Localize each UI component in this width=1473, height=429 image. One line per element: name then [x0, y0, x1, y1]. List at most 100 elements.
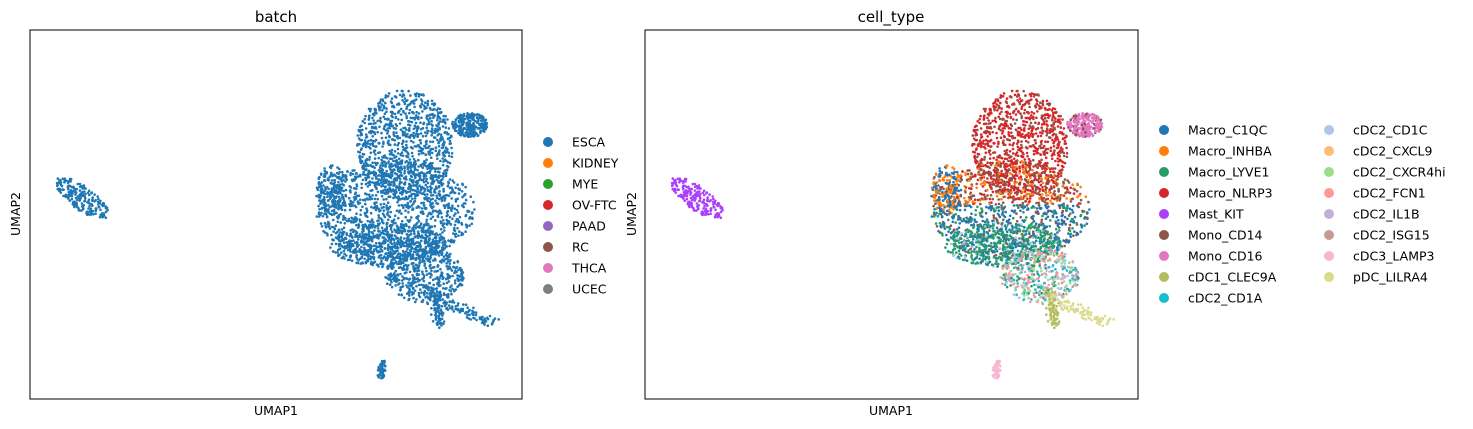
data-point [472, 127, 476, 130]
data-point [406, 229, 410, 233]
data-point [426, 129, 429, 132]
data-point [448, 253, 451, 257]
data-point [384, 101, 387, 105]
data-point [1062, 127, 1066, 130]
data-point [430, 306, 433, 310]
data-point [1046, 108, 1050, 112]
panel-batch: batch UMAP1 UMAP2 ESCAKIDNEYMYEOV-FTCPAA… [8, 8, 619, 418]
data-point [363, 211, 367, 215]
data-point [379, 257, 383, 260]
data-point [1000, 110, 1003, 114]
data-point [464, 131, 467, 134]
data-point [333, 185, 337, 189]
data-point [367, 236, 370, 240]
data-point [341, 230, 345, 234]
data-point [390, 234, 393, 237]
data-point [465, 225, 469, 229]
data-point [459, 133, 463, 136]
data-point [986, 171, 990, 175]
data-point [441, 143, 445, 146]
data-point [322, 184, 325, 187]
data-point [410, 216, 413, 219]
data-point [408, 218, 412, 222]
data-point [427, 244, 431, 248]
data-point [1071, 227, 1074, 230]
data-point [424, 153, 427, 156]
data-point [350, 244, 354, 248]
data-point [468, 120, 471, 123]
data-point [1015, 118, 1018, 122]
data-point [429, 164, 433, 167]
data-point [1026, 147, 1029, 150]
data-point [344, 194, 348, 198]
data-point [357, 129, 361, 133]
data-point [361, 155, 364, 159]
data-point [414, 300, 417, 304]
data-point [379, 209, 382, 212]
data-point [326, 177, 330, 180]
data-point [441, 231, 444, 234]
data-point [1031, 125, 1035, 129]
data-point [432, 116, 435, 119]
data-point [430, 119, 433, 123]
data-point [437, 111, 440, 114]
data-point [404, 258, 407, 262]
data-point [381, 160, 385, 163]
data-point [974, 134, 977, 137]
data-point [364, 114, 367, 118]
data-point [329, 246, 332, 249]
data-point [434, 149, 438, 153]
data-point [436, 309, 440, 313]
data-point [1057, 114, 1060, 118]
data-point [1034, 141, 1038, 145]
data-point [418, 145, 421, 149]
data-point [974, 124, 978, 128]
data-point [985, 205, 988, 209]
data-point [332, 204, 335, 207]
data-point [1079, 185, 1082, 189]
data-point [387, 218, 390, 222]
data-point [352, 249, 355, 252]
data-point [350, 178, 354, 182]
data-point [451, 217, 454, 221]
data-point [391, 138, 395, 141]
data-point [359, 134, 362, 137]
data-point [461, 204, 464, 208]
data-point [360, 186, 364, 190]
data-point [420, 98, 423, 101]
data-point [385, 232, 389, 236]
data-point [396, 147, 400, 151]
data-point [376, 130, 380, 134]
data-point [444, 302, 448, 306]
data-point [1039, 183, 1043, 187]
data-point [388, 126, 392, 130]
data-point [448, 139, 452, 143]
data-point [1065, 146, 1068, 150]
data-point [1021, 151, 1024, 155]
data-point [406, 190, 410, 194]
data-point [320, 211, 323, 215]
data-point [386, 127, 390, 130]
data-point [322, 196, 326, 199]
data-point [410, 261, 414, 265]
data-point [406, 253, 409, 257]
data-point [320, 206, 324, 210]
data-point [986, 116, 989, 120]
data-point [385, 169, 389, 173]
data-point [413, 250, 417, 254]
data-point [408, 190, 412, 193]
data-point [378, 174, 381, 177]
data-point [87, 189, 91, 193]
data-point [426, 164, 430, 167]
data-point [1064, 134, 1068, 138]
data-point [440, 304, 444, 308]
data-point [416, 187, 420, 191]
data-point [457, 234, 460, 237]
data-point [480, 318, 484, 321]
data-point [425, 273, 429, 276]
data-point [1012, 157, 1016, 161]
data-point [371, 135, 375, 138]
data-point [398, 136, 402, 140]
data-point [434, 199, 437, 202]
data-point [390, 174, 394, 177]
